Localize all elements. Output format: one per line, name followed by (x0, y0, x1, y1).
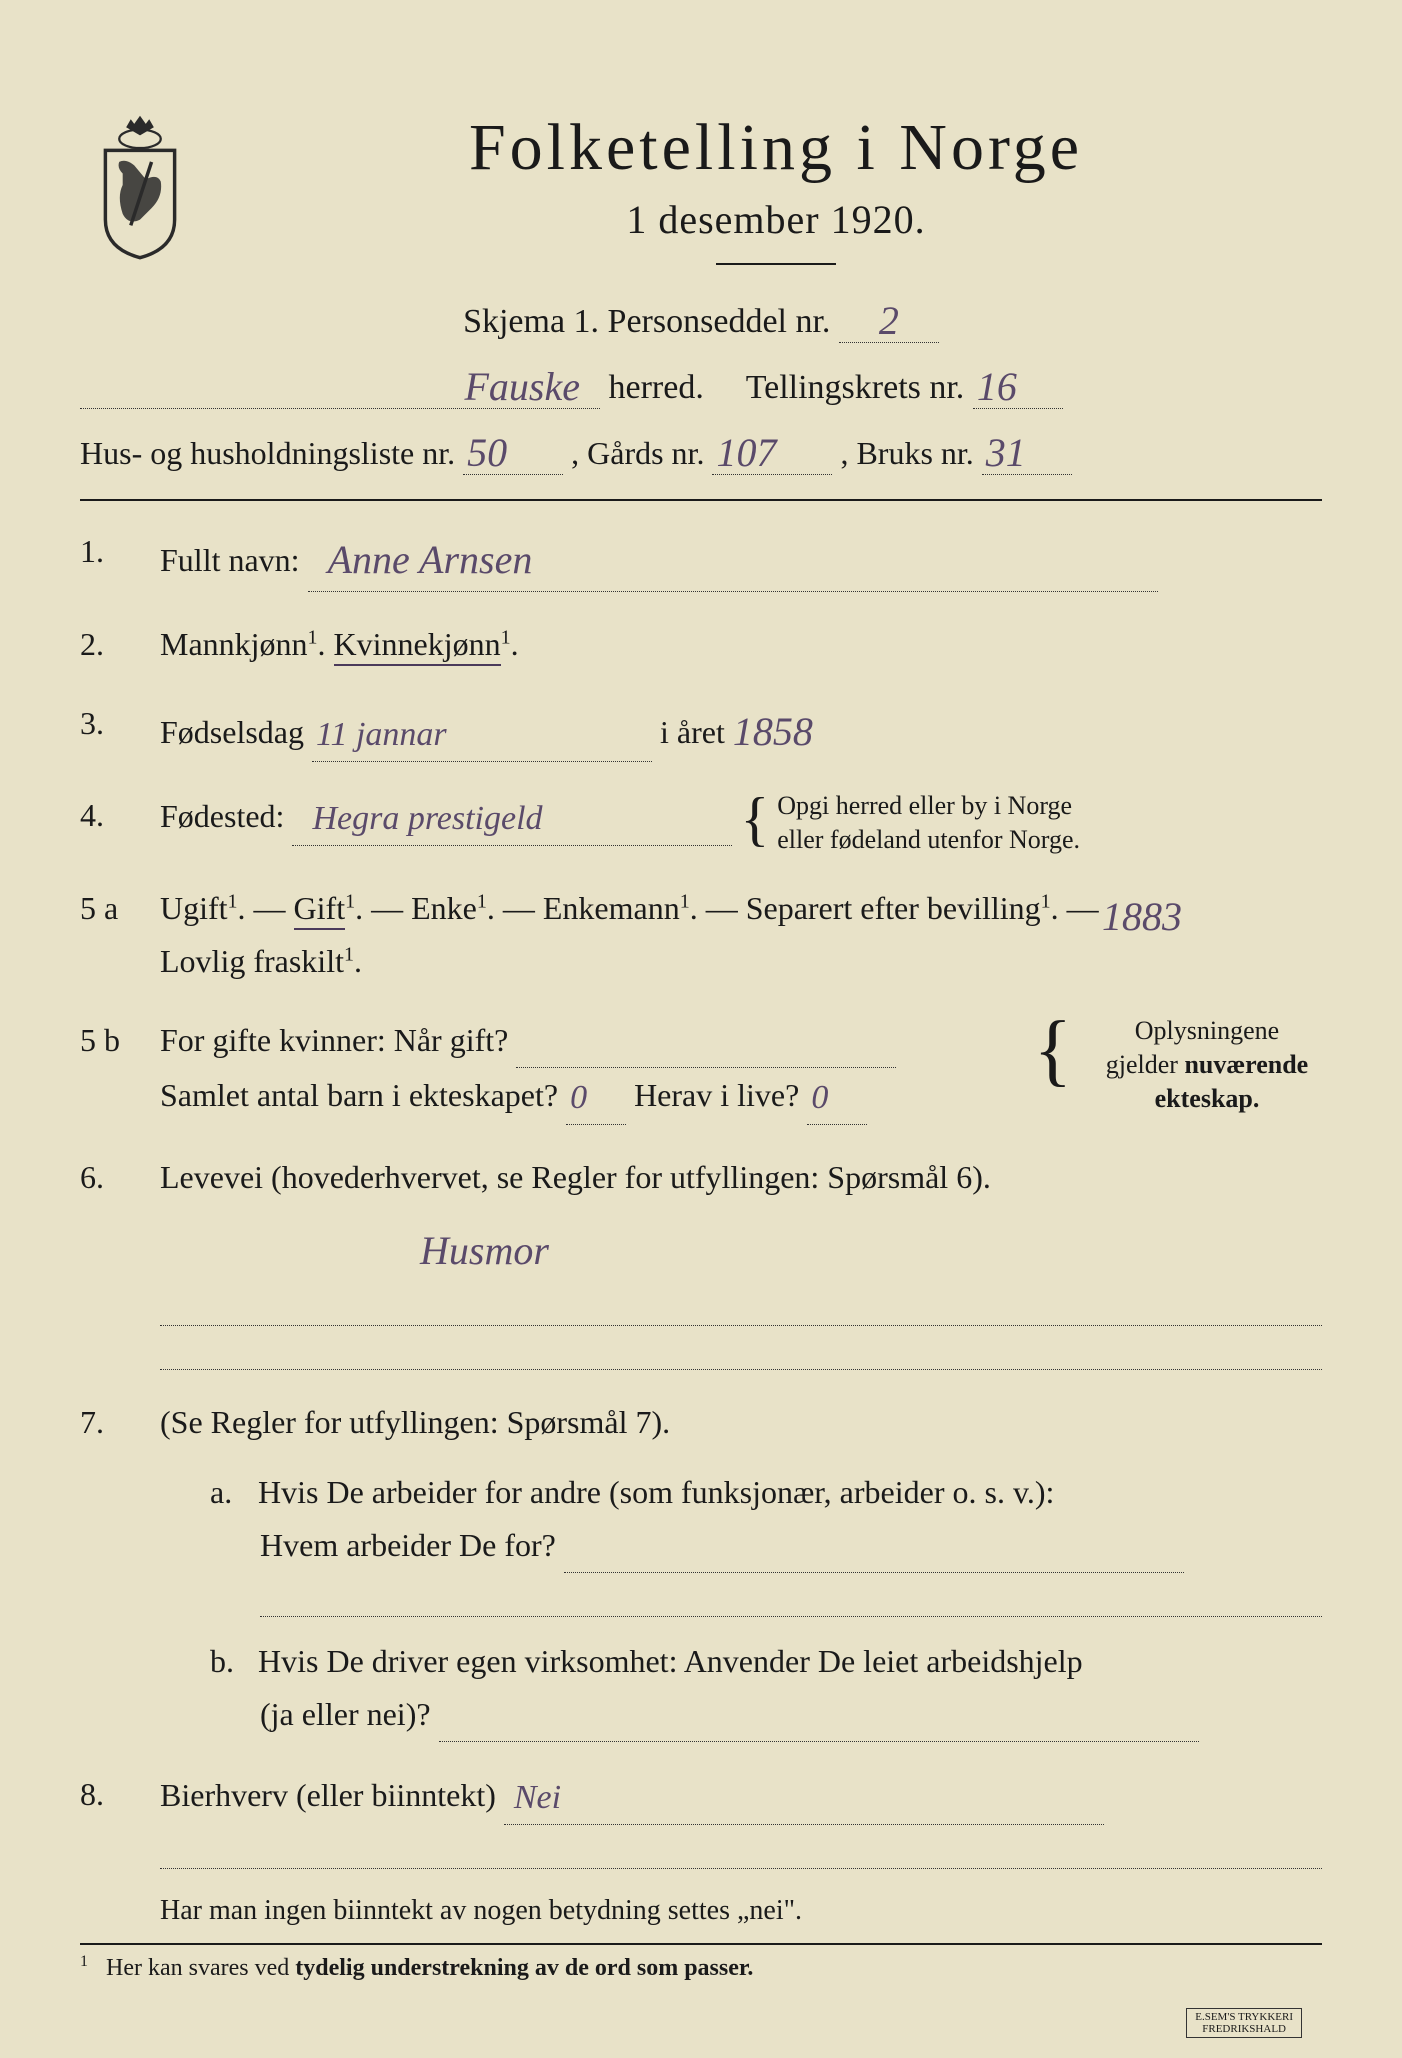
q5b-note3: ekteskap. (1155, 1084, 1260, 1113)
q1-value: Anne Arnsen (328, 537, 533, 582)
coat-of-arms-icon (80, 110, 200, 260)
schema-label: Skjema 1. Personseddel nr. (463, 303, 830, 340)
herred-label: herred. (609, 369, 704, 406)
title-divider (716, 263, 836, 265)
q3-num: 3. (80, 697, 140, 763)
tellingskrets-nr: 16 (977, 364, 1017, 409)
husliste-label: Hus- og husholdningsliste nr. (80, 435, 455, 471)
q7a-label: a. (210, 1466, 250, 1519)
q3-label: Fødselsdag (160, 714, 304, 750)
q5b-label1: For gifte kvinner: Når gift? (160, 1022, 508, 1058)
q5a-num: 5 a (80, 882, 140, 988)
husliste-nr: 50 (467, 430, 507, 475)
bruks-label: , Bruks nr. (840, 435, 973, 471)
q5a-enkemann: Enkemann (543, 890, 680, 926)
q5b-note2: gjelder gjelder nuværendenuværende (1106, 1050, 1308, 1079)
q5a-enke: Enke (411, 890, 477, 926)
q5a-separert: Separert efter bevilling (746, 890, 1041, 926)
q1-label: Fullt navn: (160, 542, 300, 578)
q5a-ugift: Ugift (160, 890, 228, 926)
q7a-text2: Hvem arbeider De for? (260, 1527, 556, 1563)
q5b-note1: Oplysningene (1135, 1016, 1279, 1045)
bottom-note: Har man ingen biinntekt av nogen betydni… (160, 1895, 1322, 1927)
q7-label: (Se Regler for utfyllingen: Spørsmål 7). (160, 1404, 670, 1440)
bruks-nr: 31 (986, 430, 1026, 475)
q6-num: 6. (80, 1151, 140, 1370)
q8-label: Bierhverv (eller biinntekt) (160, 1777, 496, 1813)
q4-note2: eller fødeland utenfor Norge. (777, 825, 1080, 854)
main-title: Folketelling i Norge (230, 110, 1322, 186)
q5b-label3: Herav i live? (634, 1077, 799, 1113)
q5b-num: 5 b (80, 1014, 140, 1125)
printer-mark: E.SEM'S TRYKKERI FREDRIKSHALD (1186, 2008, 1302, 2038)
q2-mann: Mannkjønn (160, 626, 308, 662)
herred-name: Fauske (464, 364, 580, 409)
q5b-live: 0 (811, 1079, 828, 1116)
q1-num: 1. (80, 525, 140, 592)
personseddel-nr: 2 (879, 298, 899, 343)
q3-day: 11 jannar (316, 716, 447, 753)
q2-kvinne: Kvinnekjønn (334, 626, 501, 666)
section-divider (80, 499, 1322, 501)
q7b-label: b. (210, 1635, 250, 1688)
q7b-text1: Hvis De driver egen virksomhet: Anvender… (258, 1643, 1083, 1679)
q3-year: 1858 (733, 709, 813, 754)
q7-num: 7. (80, 1396, 140, 1742)
q4-num: 4. (80, 789, 140, 857)
q3-label2: i året (660, 714, 725, 750)
q4-value: Hegra prestigeld (312, 800, 542, 837)
q2-num: 2. (80, 618, 140, 671)
subtitle: 1 desember 1920. (230, 196, 1322, 243)
q5b-label2: Samlet antal barn i ekteskapet? (160, 1077, 558, 1113)
footnote-text: Her kan svares ved tydelig understreknin… (106, 1955, 753, 1981)
q8-num: 8. (80, 1768, 140, 1869)
q5a-fraskilt: Lovlig fraskilt (160, 943, 344, 979)
q4-note1: Opgi herred eller by i Norge (777, 791, 1072, 820)
gards-label: , Gårds nr. (571, 435, 704, 471)
q5a-year: 1883 (1102, 884, 1182, 950)
q5a-gift: Gift (294, 890, 346, 930)
gards-nr: 107 (716, 430, 776, 475)
q7b-text2: (ja eller nei)? (260, 1696, 431, 1732)
q6-label: Levevei (hovederhvervet, se Regler for u… (160, 1159, 991, 1195)
q7a-text1: Hvis De arbeider for andre (som funksjon… (258, 1474, 1054, 1510)
tellingskrets-label: Tellingskrets nr. (746, 369, 965, 406)
q4-label: Fødested: (160, 798, 284, 834)
q5b-barn: 0 (570, 1079, 587, 1116)
q8-value: Nei (514, 1779, 561, 1816)
q6-value: Husmor (420, 1228, 549, 1273)
